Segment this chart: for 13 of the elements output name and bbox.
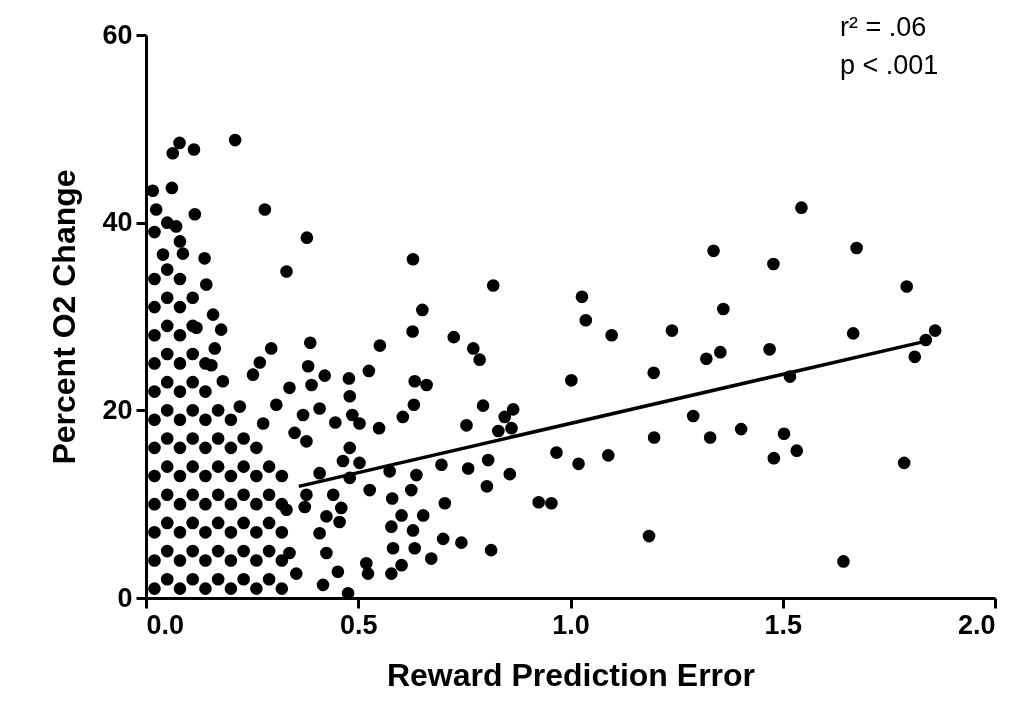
- x-tick-label: 0.5: [339, 609, 378, 640]
- x-tick-label: 1.5: [764, 609, 803, 640]
- y-tick-label: 0: [117, 582, 133, 613]
- x-tick-label: 1.0: [552, 609, 590, 640]
- x-tick-label: 2.0: [957, 609, 996, 640]
- y-tick-label: 60: [102, 19, 133, 50]
- annotation: p < .001: [840, 50, 939, 80]
- y-tick-label: 20: [102, 394, 133, 425]
- x-tick-label: 0.0: [146, 609, 185, 640]
- y-tick-label: 40: [102, 207, 133, 238]
- y-axis-title: Percent O2 Change: [46, 169, 83, 465]
- annotation: r² = .06: [840, 12, 927, 42]
- x-axis-title: Reward Prediction Error: [386, 656, 756, 693]
